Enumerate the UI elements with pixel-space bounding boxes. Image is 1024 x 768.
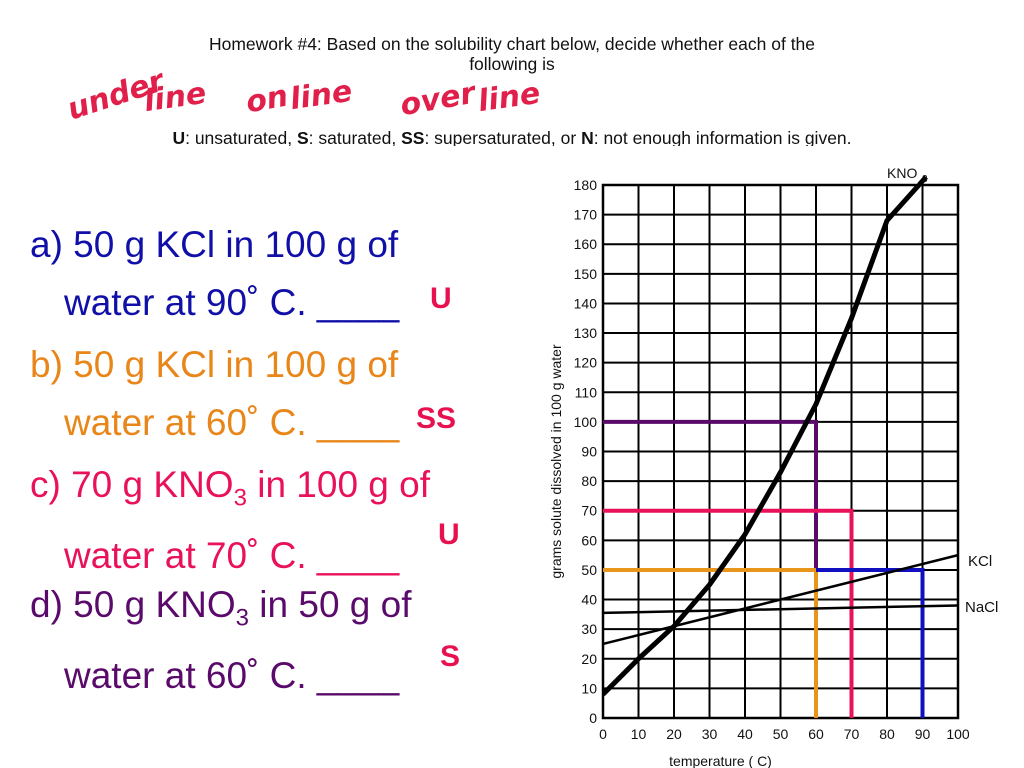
x-tick-label: 80	[879, 726, 895, 742]
question-c-line2: water at 70˚ C. ____	[64, 535, 400, 577]
x-tick-label: 70	[844, 726, 860, 742]
question-b-line2: water at 60˚ C. ____	[64, 402, 400, 443]
header-line-1: Homework #4: Based on the solubility cha…	[208, 34, 816, 54]
key-n-text: : not enough information is given.	[593, 128, 852, 146]
kno3-label-sub: 3	[922, 174, 928, 185]
y-tick-label: 10	[581, 680, 597, 696]
y-tick-label: 80	[581, 473, 597, 489]
kno3-curve-top	[917, 175, 928, 187]
y-tick-label: 60	[581, 532, 597, 548]
key-ss-text: : supersaturated, or	[424, 128, 582, 146]
annotation-line	[603, 508, 854, 718]
question-a: a) 50 g KCl in 100 g of water at 90˚ C. …	[30, 216, 399, 332]
x-tick-label: 90	[915, 726, 931, 742]
question-d-post: in 50 g of	[249, 584, 412, 625]
question-a-line1: a) 50 g KCl in 100 g of	[30, 224, 399, 265]
header-line-2: following is	[469, 54, 555, 74]
key-u: U	[172, 128, 186, 146]
answer-b: SS	[416, 402, 457, 435]
x-tick-label: 30	[702, 726, 718, 742]
answer-d: S	[440, 640, 461, 673]
x-tick-label: 10	[631, 726, 647, 742]
question-c-line1: c) 70 g KNO3 in 100 g of	[30, 464, 431, 511]
y-tick-label: 150	[574, 266, 598, 282]
question-d-line2: water at 60˚ C. ____	[64, 655, 400, 697]
nacl-label: NaCl	[965, 599, 998, 616]
y-tick-label: 130	[574, 325, 598, 341]
key-ss: SS	[401, 128, 425, 146]
x-axis-label: temperature ( C)	[669, 753, 772, 768]
x-tick-label: 50	[773, 726, 789, 742]
instructions: U: unsaturated, S: saturated, SS: supers…	[0, 128, 1024, 146]
question-b: b) 50 g KCl in 100 g of water at 60˚ C. …	[30, 336, 399, 452]
x-tick-label: 20	[666, 726, 682, 742]
nacl-line	[602, 604, 959, 615]
x-tick-label: 40	[737, 726, 753, 742]
y-tick-label: 160	[574, 236, 598, 252]
answer-a: U	[430, 282, 452, 315]
y-tick-label: 30	[581, 621, 597, 637]
key-u-text: : unsaturated,	[185, 128, 297, 146]
question-c-pre: c) 70 g KNO	[30, 464, 234, 505]
y-tick-label: 110	[575, 384, 598, 400]
kcl-line	[602, 553, 959, 646]
kno3-label: KNO	[887, 165, 917, 181]
y-tick-label: 140	[574, 295, 598, 311]
y-tick-label: 120	[574, 355, 598, 371]
key-n: N	[581, 128, 594, 146]
key-s-text: : saturated,	[308, 128, 402, 146]
kno3-curve	[603, 185, 921, 697]
kcl-label: KCl	[968, 553, 992, 570]
y-tick-label: 0	[589, 710, 597, 726]
y-tick-label: 100	[574, 414, 598, 430]
x-tick-label: 100	[946, 726, 970, 742]
homework-header: Homework #4: Based on the solubility cha…	[0, 34, 1024, 74]
answer-c: U	[438, 518, 460, 551]
y-tick-label: 90	[581, 444, 597, 460]
y-tick-label: 180	[574, 177, 598, 193]
question-b-line1: b) 50 g KCl in 100 g of	[30, 344, 399, 385]
question-a-line2: water at 90˚ C. ____	[64, 282, 400, 323]
question-d: d) 50 g KNO3 in 50 g of water at 60˚ C. …	[30, 576, 412, 705]
annotation-line	[816, 567, 925, 718]
key-s: S	[296, 128, 309, 146]
question-d-sub: 3	[235, 604, 250, 632]
y-tick-label: 50	[581, 562, 597, 578]
y-tick-label: 70	[581, 503, 597, 519]
y-tick-label: 20	[581, 651, 597, 667]
question-d-line1: d) 50 g KNO3 in 50 g of	[30, 584, 412, 631]
y-tick-label: 40	[581, 592, 597, 608]
question-c: c) 70 g KNO3 in 100 g of water at 70˚ C.…	[30, 456, 430, 585]
x-tick-label: 60	[808, 726, 824, 742]
question-c-post: in 100 g of	[246, 464, 431, 505]
y-axis-label: grams solute dissolved in 100 g water	[548, 344, 564, 579]
question-d-pre: d) 50 g KNO	[30, 584, 236, 625]
x-tick-label: 0	[599, 726, 607, 742]
question-c-sub: 3	[233, 484, 247, 512]
y-tick-label: 170	[574, 207, 598, 223]
